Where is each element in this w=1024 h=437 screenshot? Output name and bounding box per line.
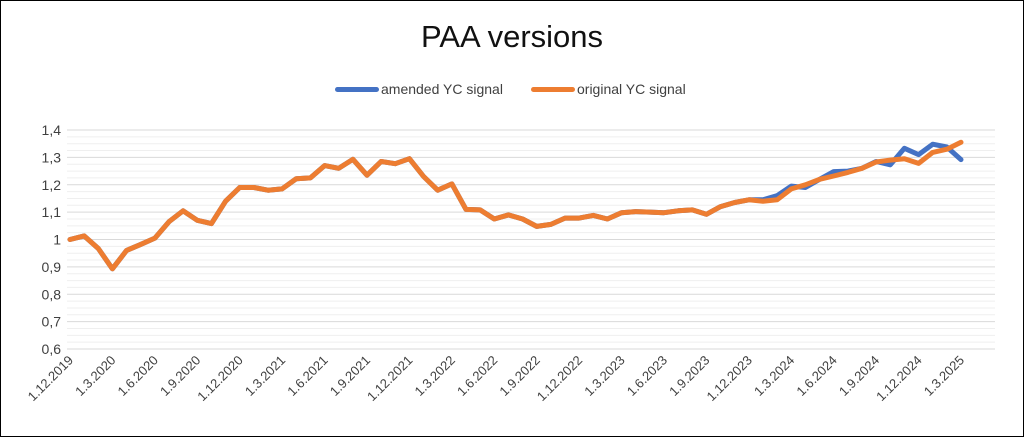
legend-label-original: original YC signal	[577, 81, 686, 97]
x-tick-label: 1.3.2023	[581, 353, 627, 399]
x-tick-label: 1.12.2020	[194, 353, 246, 405]
y-tick-label: 0,7	[42, 314, 62, 330]
x-tick-label: 1.12.2023	[703, 353, 755, 405]
legend-label-amended: amended YC signal	[381, 81, 503, 97]
y-tick-label: 1,4	[42, 122, 62, 138]
x-tick-label: 1.6.2020	[115, 353, 161, 399]
legend-swatch-original	[531, 86, 575, 92]
x-tick-label: 1.3.2022	[412, 353, 458, 399]
x-tick-label: 1.6.2021	[284, 353, 330, 399]
x-tick-label: 1.6.2023	[624, 353, 670, 399]
y-tick-label: 1,3	[42, 149, 62, 165]
chart-title: PAA versions	[420, 19, 604, 54]
y-tick-label: 1,2	[42, 177, 62, 193]
x-tick-label: 1.6.2022	[454, 353, 500, 399]
x-tick-label: 1.3.2021	[242, 353, 288, 399]
series-line-original	[67, 139, 964, 272]
x-tick-label: 1.6.2024	[793, 353, 839, 399]
y-tick-label: 0,6	[42, 341, 62, 357]
x-tick-label: 1.12.2021	[364, 353, 416, 405]
series-line-amended	[67, 141, 964, 272]
legend-item-amended: amended YC signal	[335, 81, 503, 97]
legend-item-original: original YC signal	[531, 81, 686, 97]
x-tick-label: 1.12.2024	[873, 353, 925, 405]
y-tick-label: 1	[53, 232, 61, 248]
x-tick-label: 1.12.2019	[25, 353, 77, 405]
x-tick-label: 1.3.2024	[751, 353, 797, 399]
x-tick-label: 1.3.2020	[72, 353, 118, 399]
y-tick-label: 1,1	[42, 204, 62, 220]
legend: amended YC signal original YC signal	[1, 81, 1023, 103]
x-tick-label: 1.12.2022	[534, 353, 586, 405]
y-tick-label: 0,9	[42, 259, 62, 275]
legend-swatch-amended	[335, 86, 379, 92]
x-tick-label: 1.3.2025	[921, 353, 967, 399]
y-tick-label: 0,8	[42, 286, 62, 302]
